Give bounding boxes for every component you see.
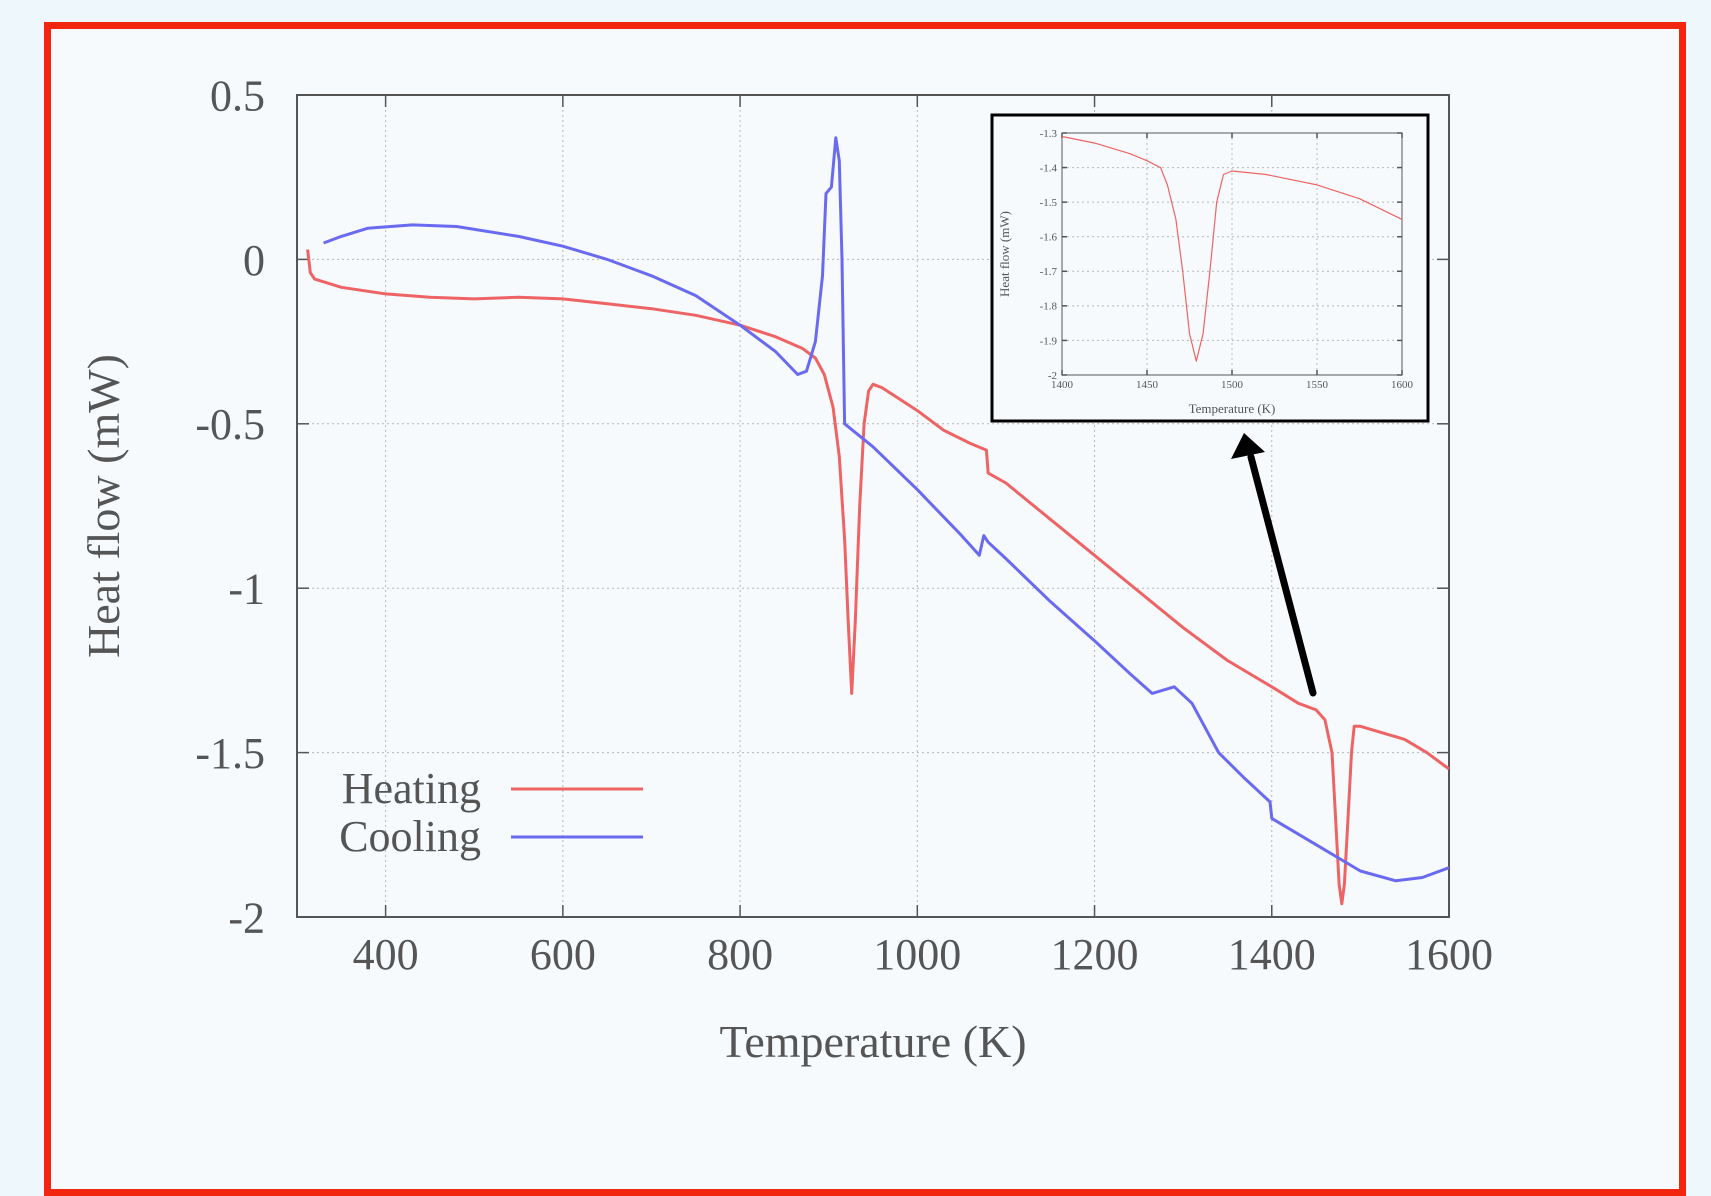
main-x-tick-label: 400	[353, 930, 419, 979]
legend-label-heating: Heating	[342, 764, 481, 813]
main-series-heating	[306, 249, 1450, 906]
main-x-tick-label: 800	[707, 930, 773, 979]
main-series	[306, 136, 1450, 906]
inset-x-axis-label: Temperature (K)	[1189, 401, 1276, 416]
main-x-tick-label: 1400	[1228, 930, 1316, 979]
x-axis-label: Temperature (K)	[719, 1016, 1026, 1067]
main-y-tick-label: 0	[243, 236, 265, 285]
chart: 400 600 800 1000 1200 1400 1600 0.5 0 -0.5 -1 -1.5 -…	[78, 71, 1493, 1067]
legend: Heating Cooling	[339, 764, 643, 861]
main-x-tick-label: 600	[530, 930, 596, 979]
inset-y-tick-label: -2	[1048, 370, 1057, 382]
arrow-to-inset	[1231, 433, 1317, 697]
inset-grid	[1062, 133, 1402, 375]
y-axis-label: Heat flow (mW)	[78, 354, 129, 658]
inset-y-tick-label: -1.5	[1040, 197, 1058, 209]
inset-ticks: 1400 1450 1500 1550 1600 -1.3 -1.4 -1.5 -1.6 -1.7…	[1040, 128, 1414, 391]
main-y-tick-label: -1.5	[195, 729, 265, 778]
inset-y-tick-label: -1.4	[1040, 162, 1058, 174]
inset-series-series-0	[1061, 135, 1403, 362]
inset-series	[1061, 135, 1403, 362]
arrow-shaft	[1247, 453, 1317, 697]
inset-y-axis-label: Heat flow (mW)	[997, 211, 1012, 297]
legend-label-cooling: Cooling	[339, 812, 481, 861]
main-y-tick-label: 0.5	[210, 71, 265, 120]
arrow-head	[1231, 433, 1265, 459]
inset-y-tick-label: -1.3	[1040, 128, 1058, 140]
inset-y-tick-label: -1.8	[1040, 301, 1058, 313]
figure-frame: 400 600 800 1000 1200 1400 1600 0.5 0 -0.5 -1 -1.5 -…	[44, 22, 1686, 1196]
main-x-tick-label: 1000	[873, 930, 961, 979]
main-ticks: 400 600 800 1000 1200 1400 1600 0.5 0 -0.5 -1 -1.5 -…	[195, 71, 1493, 979]
inset-x-tick-label: 1450	[1136, 379, 1159, 391]
main-y-tick-label: -0.5	[195, 400, 265, 449]
main-y-tick-label: -2	[228, 893, 265, 942]
inset-x-tick-label: 1550	[1306, 379, 1329, 391]
inset-y-tick-label: -1.7	[1040, 266, 1058, 278]
inset-y-tick-label: -1.9	[1040, 335, 1058, 347]
main-series-cooling	[323, 136, 1450, 883]
inset-x-tick-label: 1500	[1221, 379, 1244, 391]
main-plot-area	[296, 94, 1450, 918]
inset-chart: 1400 1450 1500 1550 1600 -1.3 -1.4 -1.5 -1.6 -1.7…	[990, 113, 1430, 423]
inset-x-tick-label: 1400	[1051, 379, 1074, 391]
main-x-tick-label: 1200	[1051, 930, 1139, 979]
main-x-tick-label: 1600	[1405, 930, 1493, 979]
main-y-tick-label: -1	[228, 565, 265, 614]
inset-x-tick-label: 1600	[1391, 379, 1414, 391]
inset-y-tick-label: -1.6	[1040, 232, 1058, 244]
